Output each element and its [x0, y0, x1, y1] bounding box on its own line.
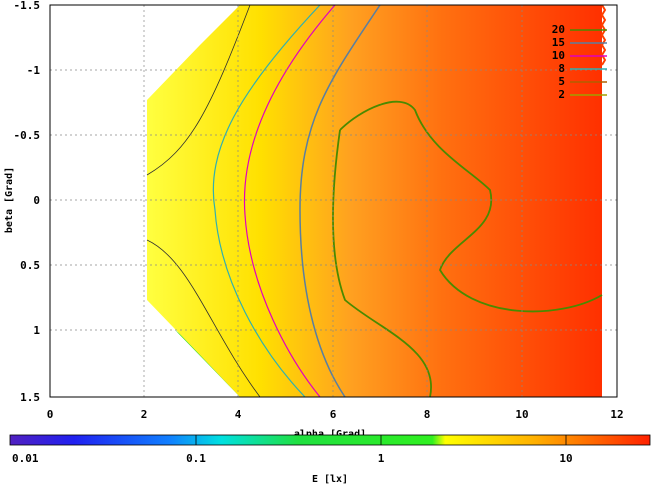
legend-label-15: 15	[552, 36, 565, 49]
contour-15	[299, 5, 381, 397]
y-tick-6: 1.5	[20, 391, 40, 404]
legend-label-5: 5	[558, 75, 565, 88]
y-tick-3: 0	[33, 194, 40, 207]
contour-2	[146, 5, 251, 176]
contour-8	[212, 5, 321, 397]
y-tick-5: 1	[33, 324, 40, 337]
x-tick-3: 6	[330, 408, 337, 421]
x-axis-label: alpha [Grad]	[294, 429, 366, 440]
grid	[50, 5, 617, 397]
colorbar-gradient	[9, 434, 651, 446]
illuminance-field	[147, 5, 602, 397]
legend-label-2: 2	[558, 88, 565, 101]
y-tick-0: -1.5	[14, 0, 41, 12]
contour-2b	[146, 239, 261, 397]
x-axis-ticks: 0 2 4 6 8 10 12	[47, 408, 624, 421]
colorbar-tick-0: 0.01	[12, 452, 39, 465]
plot-frame	[49, 4, 618, 398]
contour-20b	[332, 129, 433, 397]
colorbar-label: E [lx]	[312, 474, 348, 485]
x-tick-2: 4	[235, 408, 242, 421]
legend-label-20: 20	[552, 23, 565, 36]
legend-label-10: 10	[552, 49, 565, 62]
y-axis-label: beta [Grad]	[4, 167, 15, 233]
heatmap-field	[146, 5, 607, 397]
contour-20	[339, 100, 603, 313]
legend: 20 15 10 8 5 2	[552, 23, 607, 101]
y-axis-ticks: -1.5 -1 -0.5 0 0.5 1 1.5	[14, 0, 41, 404]
legend-label-8: 8	[558, 62, 565, 75]
x-tick-1: 2	[141, 408, 148, 421]
y-tick-4: 0.5	[20, 259, 40, 272]
x-tick-0: 0	[47, 408, 54, 421]
x-tick-4: 8	[424, 408, 431, 421]
colorbar-tick-1: 0.1	[186, 452, 206, 465]
colorbar-tick-3: 10	[559, 452, 572, 465]
colorbar: 0.01 0.1 1 10 E [lx]	[9, 434, 651, 485]
contour-10	[243, 5, 336, 397]
x-tick-5: 10	[515, 408, 528, 421]
y-tick-1: -1	[27, 64, 41, 77]
x-tick-6: 12	[610, 408, 623, 421]
y-tick-2: -0.5	[14, 129, 41, 142]
colorbar-tick-2: 1	[378, 452, 385, 465]
